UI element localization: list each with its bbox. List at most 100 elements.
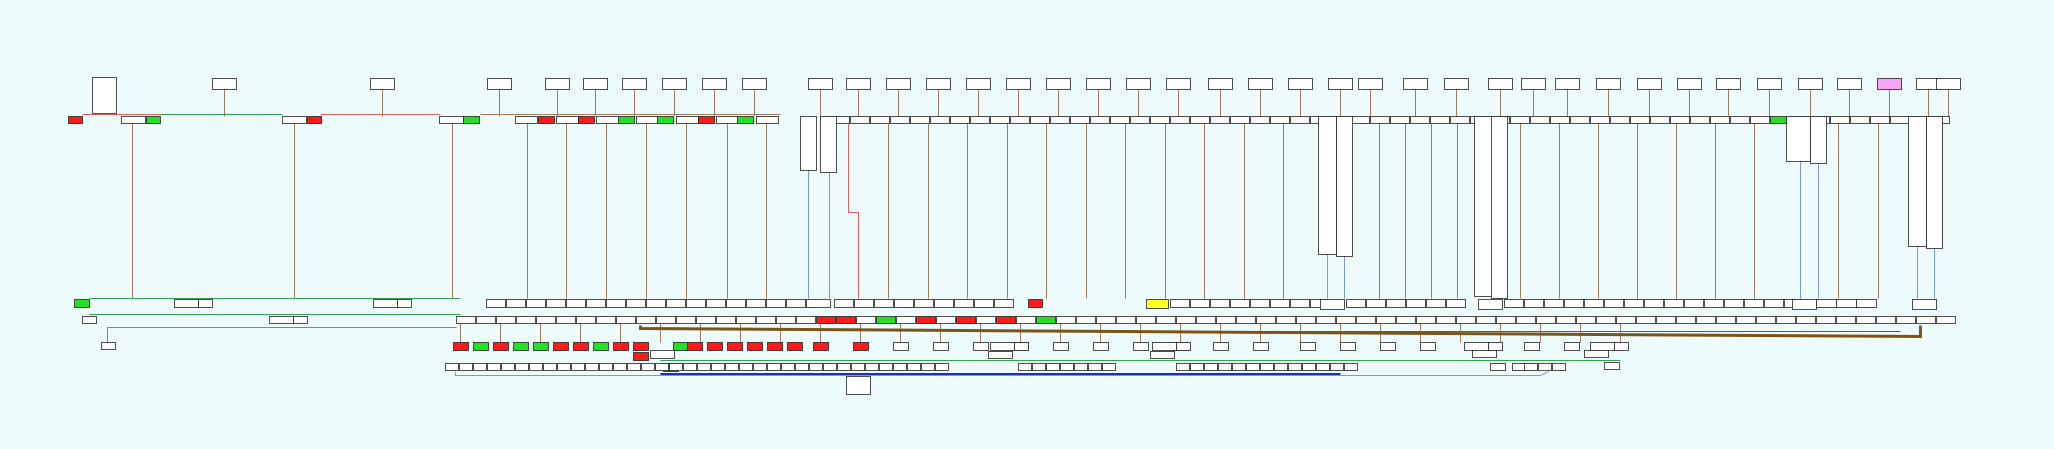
node-box: [606, 299, 626, 308]
node-box: [1870, 116, 1890, 124]
node-box: [1416, 316, 1436, 324]
node-box: [546, 299, 566, 308]
node-box-red: [538, 116, 555, 124]
node-box: [1204, 363, 1218, 371]
node-box-red: [787, 342, 803, 351]
node-box: [1876, 316, 1896, 324]
node-box: [82, 316, 97, 324]
wire-segment: [107, 327, 457, 343]
node-box: [1850, 116, 1870, 124]
node-box: [198, 299, 213, 308]
node-box: [854, 299, 874, 308]
node-box: [1246, 363, 1260, 371]
node-box: [1056, 316, 1076, 324]
node-box: [641, 363, 655, 371]
node-box: [585, 363, 599, 371]
node-box: [1670, 116, 1690, 124]
node-box: [856, 316, 876, 324]
node-box-green: [1036, 316, 1056, 324]
node-box: [459, 363, 473, 371]
node-box: [506, 299, 526, 308]
node-box: [926, 78, 951, 90]
node-box: [1830, 116, 1850, 124]
node-box: [756, 116, 779, 124]
node-box: [1710, 116, 1730, 124]
node-box: [1296, 316, 1316, 324]
node-box: [1936, 78, 1961, 90]
node-box: [1336, 116, 1353, 257]
node-box: [823, 363, 837, 371]
node-box: [1436, 316, 1456, 324]
node-box: [1386, 299, 1406, 308]
node-box: [988, 351, 1013, 359]
node-box: [725, 363, 739, 371]
node-box: [766, 299, 786, 308]
node-box-red: [816, 316, 836, 324]
node-box: [1750, 116, 1770, 124]
node-box: [1300, 342, 1316, 351]
node-box: [1390, 116, 1410, 124]
node-box: [1290, 299, 1310, 308]
node-box: [536, 316, 556, 324]
node-box: [697, 363, 711, 371]
node-box-green: [146, 116, 161, 124]
wire-segment: [848, 123, 859, 299]
node-box: [935, 363, 949, 371]
node-box: [501, 363, 515, 371]
node-box: [616, 316, 636, 324]
node-box: [1555, 78, 1580, 90]
node-box: [1006, 78, 1031, 90]
node-box: [1536, 316, 1556, 324]
node-box: [545, 78, 570, 90]
node-box: [1764, 299, 1784, 308]
node-box: [596, 116, 619, 124]
node-box: [1792, 299, 1817, 310]
node-box: [1650, 116, 1670, 124]
node-box: [174, 299, 199, 308]
node-box: [890, 116, 910, 124]
node-box: [1340, 342, 1356, 351]
node-box: [930, 116, 950, 124]
node-box: [1344, 363, 1358, 371]
node-box: [1556, 316, 1576, 324]
node-box: [515, 363, 529, 371]
node-box: [1318, 116, 1337, 255]
node-box: [1190, 116, 1210, 124]
node-box: [476, 316, 496, 324]
node-box: [487, 78, 512, 90]
node-box: [910, 116, 930, 124]
node-box: [716, 316, 736, 324]
node-box: [1704, 299, 1724, 308]
node-box: [516, 316, 536, 324]
node-box: [893, 363, 907, 371]
node-box-green: [473, 342, 489, 351]
node-box: [1908, 116, 1927, 247]
node-box: [886, 78, 911, 90]
node-box: [1276, 316, 1296, 324]
node-box: [1330, 363, 1344, 371]
node-box: [571, 363, 585, 371]
node-box: [397, 299, 412, 308]
node-box: [1564, 342, 1580, 351]
node-box-red: [707, 342, 723, 351]
node-box: [1053, 342, 1069, 351]
node-box-red: [853, 342, 869, 351]
node-box-red: [996, 316, 1016, 324]
node-box: [1190, 363, 1204, 371]
node-box: [686, 299, 706, 308]
node-box: [1380, 342, 1396, 351]
bus-layer: [455, 325, 1922, 376]
node-box: [1890, 116, 1910, 124]
node-box-red: [633, 342, 649, 351]
node-box: [870, 116, 890, 124]
node-box: [1070, 116, 1090, 124]
node-box: [950, 116, 970, 124]
node-box: [1074, 363, 1088, 371]
node-box: [820, 116, 837, 173]
node-box-pink: [1877, 78, 1902, 90]
node-box: [1796, 316, 1816, 324]
node-box: [1076, 316, 1096, 324]
node-box: [1696, 316, 1716, 324]
node-box: [1010, 116, 1030, 124]
node-box: [486, 299, 506, 308]
